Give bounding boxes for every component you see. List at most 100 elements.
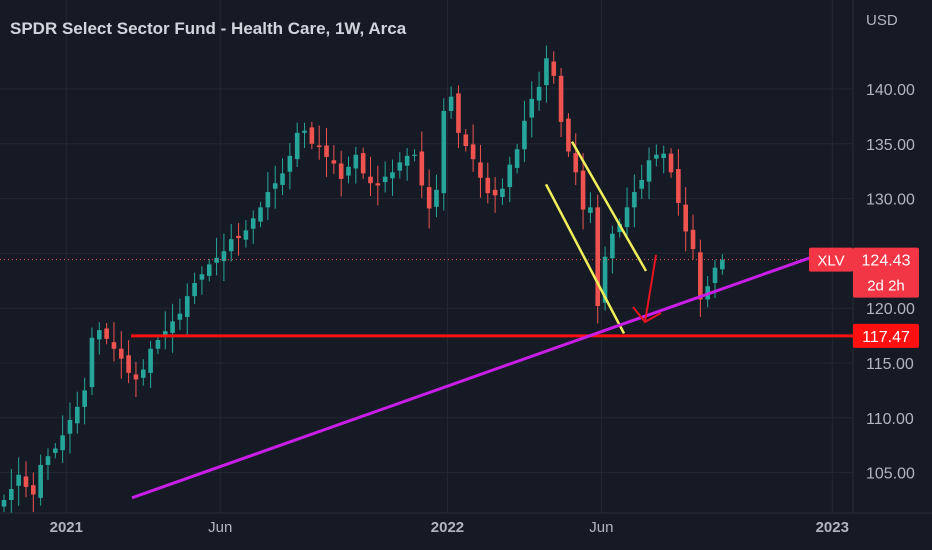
- candle-body: [133, 374, 139, 380]
- candle-body: [265, 192, 271, 208]
- channel-lower-line: [544, 183, 626, 334]
- candle-body: [595, 207, 601, 307]
- candle-body: [126, 355, 131, 373]
- candle-body: [470, 144, 476, 160]
- candle-body: [485, 177, 491, 194]
- candle-body: [617, 223, 623, 233]
- candle-body: [610, 233, 615, 259]
- candle-body: [463, 134, 469, 146]
- candle-body: [309, 127, 315, 144]
- trend-line: [131, 256, 811, 500]
- candle-body: [228, 239, 234, 252]
- candle-body: [206, 264, 212, 276]
- y-tick-label: 115.00: [866, 356, 914, 373]
- candle-body: [75, 406, 80, 424]
- candle-body: [60, 435, 65, 451]
- candle-body: [690, 229, 696, 250]
- candle-body: [390, 172, 395, 179]
- y-tick-label: 105.00: [866, 466, 915, 483]
- candle-body: [566, 118, 571, 152]
- candle-body: [287, 155, 293, 172]
- candle-body: [522, 120, 527, 150]
- candle-body: [412, 154, 417, 156]
- candle-body: [31, 485, 36, 495]
- candle-body: [67, 419, 73, 434]
- x-tick-label: Jun: [208, 519, 232, 536]
- candle-body: [661, 153, 666, 159]
- candle-body: [236, 235, 241, 239]
- projection-arrow-icon: [644, 254, 657, 323]
- candle-body: [639, 179, 645, 189]
- candle-body: [712, 267, 718, 283]
- candle-body: [368, 176, 373, 184]
- candle-body: [441, 110, 447, 194]
- candle-body: [16, 474, 21, 486]
- y-tick-label: 130.00: [866, 192, 915, 209]
- candle-body: [478, 162, 483, 178]
- candle-body: [280, 173, 285, 185]
- candle-body: [118, 348, 124, 359]
- candle-body: [698, 252, 703, 300]
- candle-body: [258, 207, 263, 222]
- candle-body: [632, 192, 637, 208]
- currency-label: USD: [866, 12, 898, 29]
- candle-body: [111, 342, 117, 349]
- grid-lines: [0, 0, 853, 513]
- candle-body: [162, 331, 168, 337]
- candle-body: [397, 162, 403, 171]
- candle-body: [140, 369, 146, 378]
- candle-body: [243, 230, 249, 240]
- candle-body: [89, 337, 95, 388]
- last-price-badge: [853, 247, 919, 298]
- candle-body: [272, 183, 278, 189]
- candle-body: [382, 176, 388, 183]
- y-tick-label: 120.00: [866, 301, 915, 318]
- candle-body: [419, 151, 425, 186]
- x-tick-label: 2021: [50, 519, 83, 536]
- candle-body: [148, 348, 153, 373]
- candle-body: [177, 313, 183, 320]
- candle-body: [338, 163, 344, 179]
- chart-title: SPDR Select Sector Fund - Health Care, 1…: [10, 19, 407, 38]
- candle-body: [544, 58, 549, 86]
- candle-body: [9, 489, 14, 500]
- candle-body: [404, 155, 410, 166]
- candle-body: [668, 153, 674, 173]
- candle-body: [580, 170, 586, 210]
- y-tick-label: 140.00: [866, 82, 915, 99]
- candle-body: [170, 321, 175, 333]
- x-tick-label: 2023: [816, 519, 849, 536]
- countdown-label: 2d 2h: [867, 278, 905, 295]
- candle-body: [250, 218, 256, 229]
- candle-body: [683, 204, 688, 232]
- candle-body: [676, 169, 681, 203]
- support-badge: [853, 323, 919, 348]
- candle-body: [375, 183, 381, 186]
- candle-body: [53, 448, 58, 453]
- candle-body: [720, 259, 725, 270]
- time-axis-ticks: 2021Jun2022Jun2023Jun: [50, 519, 849, 536]
- candle-body: [558, 75, 564, 122]
- candle-body: [492, 189, 498, 196]
- candle-body: [346, 166, 351, 176]
- price-axis-badges: XLV 124.43 2d 2h 117.47: [809, 247, 919, 348]
- candle-body: [1, 500, 7, 507]
- candle-body: [45, 456, 51, 465]
- x-tick-label: 2022: [431, 519, 464, 536]
- x-tick-label: Jun: [589, 519, 613, 536]
- candle-body: [551, 61, 557, 76]
- candle-body: [529, 98, 535, 118]
- symbol-label: XLV: [817, 253, 844, 270]
- candle-body: [426, 187, 432, 209]
- candle-body: [184, 296, 190, 317]
- candle-body: [316, 145, 322, 148]
- candle-body: [38, 464, 43, 498]
- candle-body: [514, 149, 520, 168]
- candle-body: [199, 274, 205, 280]
- last-price-label: 124.43: [862, 253, 911, 270]
- candle-body: [456, 93, 461, 133]
- candle-body: [500, 188, 505, 197]
- candle-body: [588, 207, 593, 213]
- candle-body: [434, 189, 439, 207]
